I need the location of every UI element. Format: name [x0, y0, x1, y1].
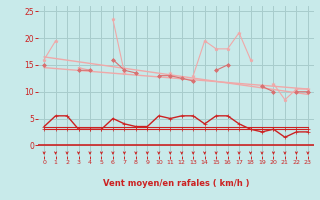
X-axis label: Vent moyen/en rafales ( km/h ): Vent moyen/en rafales ( km/h ): [103, 179, 249, 188]
